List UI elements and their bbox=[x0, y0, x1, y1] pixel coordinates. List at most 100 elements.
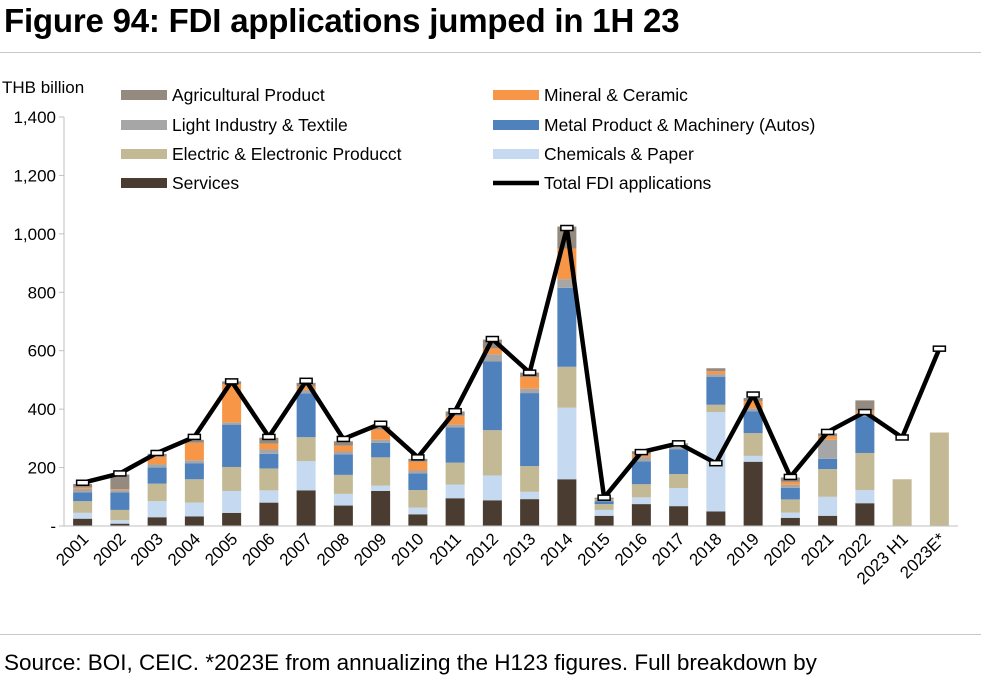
x-tick-label: 2016 bbox=[611, 529, 651, 569]
legend-swatch bbox=[493, 90, 539, 100]
bar-series bbox=[73, 226, 949, 526]
total-fdi-point bbox=[224, 378, 239, 385]
total-fdi-line bbox=[82, 225, 942, 500]
bar-segment bbox=[147, 501, 167, 518]
x-axis: 2001200220032004200520062007200820092010… bbox=[52, 525, 958, 588]
bar-segment bbox=[371, 490, 391, 526]
x-tick-label: 2017 bbox=[648, 529, 688, 569]
bar-segment bbox=[371, 485, 391, 491]
bar-segment bbox=[855, 452, 875, 491]
bar-segment bbox=[557, 279, 577, 288]
total-fdi-point bbox=[671, 440, 686, 447]
legend-label: Metal Product & Machinery (Autos) bbox=[544, 115, 815, 135]
source-divider bbox=[0, 634, 981, 635]
total-fdi-point bbox=[709, 459, 723, 467]
bar-segment bbox=[333, 445, 353, 452]
legend-label: Total FDI applications bbox=[544, 173, 712, 193]
bar-segment bbox=[557, 287, 577, 367]
bar-segment bbox=[147, 464, 167, 468]
bar-segment bbox=[594, 501, 614, 505]
bar-segment bbox=[259, 443, 279, 450]
bar-segment bbox=[259, 449, 279, 454]
bar-segment bbox=[73, 492, 93, 502]
bar-segment bbox=[557, 479, 577, 526]
bar-segment bbox=[222, 466, 242, 491]
legend-label: Agricultural Product bbox=[172, 85, 325, 105]
bar-segment bbox=[110, 489, 130, 491]
source-note: Source: BOI, CEIC. *2023E from annualizi… bbox=[4, 650, 817, 675]
bar-segment bbox=[557, 366, 577, 408]
total-fdi-point bbox=[895, 434, 909, 441]
bar-segment bbox=[482, 500, 502, 526]
bar-segment bbox=[669, 488, 689, 507]
y-tick-label: 400 bbox=[28, 400, 56, 419]
bar-segment bbox=[520, 388, 540, 394]
total-fdi-point bbox=[783, 473, 798, 481]
bar-segment bbox=[222, 512, 242, 526]
bar-segment bbox=[818, 515, 838, 526]
bar-segment bbox=[520, 393, 540, 467]
bar-segment bbox=[147, 467, 167, 484]
total-fdi-point bbox=[820, 428, 835, 436]
total-fdi-point bbox=[560, 224, 574, 232]
bar-segment bbox=[259, 468, 279, 491]
bar-segment bbox=[743, 455, 763, 462]
bar-segment bbox=[706, 377, 726, 405]
bar-segment bbox=[743, 400, 763, 409]
bar-segment bbox=[259, 453, 279, 469]
legend-swatch bbox=[121, 149, 167, 159]
bar-segment bbox=[296, 386, 316, 390]
total-fdi-point bbox=[187, 433, 202, 441]
bar-segment bbox=[333, 441, 353, 446]
bar-segment bbox=[184, 479, 204, 503]
bar-segment bbox=[296, 393, 316, 438]
y-tick-label: 1,000 bbox=[13, 225, 56, 244]
total-fdi-point bbox=[411, 454, 425, 461]
bar-segment bbox=[110, 490, 130, 493]
bar-segment bbox=[184, 460, 204, 464]
bar-segment bbox=[333, 474, 353, 494]
bar-segment bbox=[818, 496, 838, 516]
bar-segment bbox=[706, 374, 726, 378]
bar-segment bbox=[482, 430, 502, 476]
bar-segment bbox=[184, 439, 204, 443]
bar-segment bbox=[780, 484, 800, 488]
bar-segment bbox=[408, 473, 428, 491]
bar-segment bbox=[222, 384, 242, 423]
x-tick-label: 2002 bbox=[90, 529, 130, 569]
bar-segment bbox=[73, 518, 93, 526]
legend-label: Electric & Electronic Producct bbox=[172, 144, 402, 164]
bar-segment bbox=[818, 439, 838, 459]
x-tick-label: 2020 bbox=[760, 529, 800, 569]
bar-segment bbox=[669, 506, 689, 526]
bar-segment bbox=[780, 512, 800, 518]
x-tick-label: 2003 bbox=[127, 529, 167, 569]
bar-segment bbox=[594, 509, 614, 516]
y-tick-label: 1,200 bbox=[13, 166, 56, 185]
bar-segment bbox=[371, 457, 391, 486]
bar-segment bbox=[296, 461, 316, 491]
bar-segment bbox=[482, 339, 502, 349]
total-fdi-point bbox=[113, 470, 127, 477]
bar-segment bbox=[855, 400, 875, 411]
bar-segment bbox=[110, 523, 130, 526]
bar-segment bbox=[520, 466, 540, 492]
legend-label: Chemicals & Paper bbox=[544, 144, 694, 164]
bar-segment bbox=[743, 408, 763, 412]
bar-segment bbox=[147, 517, 167, 526]
bar-segment bbox=[184, 463, 204, 480]
bar-segment bbox=[780, 481, 800, 485]
bar-segment bbox=[371, 426, 391, 430]
x-tick-label: 2014 bbox=[537, 529, 577, 569]
total-fdi-point bbox=[746, 391, 760, 398]
y-axis: - 200 400 600 800 1,000 1,200 1,400 bbox=[13, 108, 65, 536]
total-fdi-point bbox=[597, 494, 611, 501]
total-fdi-point bbox=[634, 448, 649, 456]
x-tick-label: 2019 bbox=[723, 529, 763, 569]
total-fdi-point bbox=[373, 420, 388, 427]
bar-segment bbox=[482, 475, 502, 501]
bar-segment bbox=[706, 404, 726, 413]
total-fdi-point bbox=[522, 369, 537, 376]
total-line bbox=[75, 224, 947, 501]
bar-segment bbox=[259, 490, 279, 503]
